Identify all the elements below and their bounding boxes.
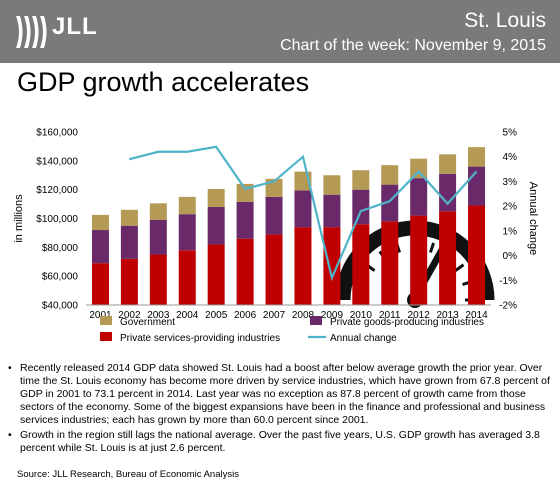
y-right-tick-label: 2% bbox=[503, 202, 518, 213]
y-tick-label: $140,000 bbox=[36, 156, 78, 167]
x-tick-label: 2006 bbox=[234, 310, 257, 321]
bar-segment bbox=[91, 230, 109, 264]
bar-segment bbox=[149, 219, 167, 255]
bar-segment bbox=[410, 215, 428, 305]
bar-segment bbox=[381, 221, 399, 305]
gdp-chart: $40,000 $60,000 $80,000 $100,000 $120,000 $14… bbox=[13, 128, 539, 345]
y-axis-label: in millions bbox=[13, 194, 25, 243]
bar-segment bbox=[207, 244, 225, 305]
y-tick-label: $80,000 bbox=[42, 243, 79, 254]
x-tick-label: 2005 bbox=[205, 310, 228, 321]
bar-segment bbox=[294, 227, 312, 305]
x-tick-label: 2013 bbox=[436, 310, 459, 321]
x-tick-label: 2001 bbox=[89, 310, 112, 321]
bar-segment bbox=[352, 224, 370, 305]
bar-segment bbox=[91, 263, 109, 305]
bar-segment bbox=[439, 211, 457, 305]
bar-segment bbox=[410, 158, 428, 179]
y-tick-label: $160,000 bbox=[36, 128, 78, 139]
x-tick-label: 2014 bbox=[465, 310, 488, 321]
y-tick-label: $100,000 bbox=[36, 214, 78, 225]
x-tick-label: 2008 bbox=[292, 310, 315, 321]
legend-label: Government bbox=[120, 317, 175, 328]
bar-segment bbox=[265, 196, 283, 235]
bar-segment bbox=[120, 258, 138, 305]
x-tick-label: 2004 bbox=[176, 310, 199, 321]
y-tick-label: $60,000 bbox=[42, 272, 79, 283]
legend-swatch bbox=[100, 316, 112, 325]
gauge-tick bbox=[429, 242, 435, 253]
bar-segment bbox=[323, 175, 341, 195]
y-tick-label: $40,000 bbox=[42, 301, 79, 312]
legend-label: Private services-providing industries bbox=[120, 333, 280, 344]
x-tick-label: 2003 bbox=[147, 310, 170, 321]
city-title: St. Louis bbox=[464, 9, 546, 32]
x-tick-label: 2007 bbox=[263, 310, 286, 321]
bar-segment bbox=[236, 201, 254, 239]
commentary-bullet: Growth in the region still lags the nati… bbox=[7, 429, 552, 455]
x-tick-label: 2002 bbox=[118, 310, 141, 321]
bar-segment bbox=[323, 194, 341, 228]
bar-segment bbox=[120, 209, 138, 226]
y-right-tick-label: 0% bbox=[503, 251, 518, 262]
annual-change-line bbox=[129, 145, 478, 282]
y-right-tick-label: -2% bbox=[499, 301, 517, 312]
bar-segment bbox=[91, 214, 109, 231]
bar-segment bbox=[149, 203, 167, 220]
y-right-tick-label: 3% bbox=[503, 177, 518, 188]
y-right-tick-label: 1% bbox=[503, 226, 518, 237]
bar-segment bbox=[178, 214, 196, 251]
chart-of-week-subtitle: Chart of the week: November 9, 2015 bbox=[280, 37, 546, 54]
x-tick-label: 2010 bbox=[350, 310, 373, 321]
bar-segment bbox=[468, 147, 486, 167]
legend-label: Private goods-producing industries bbox=[330, 317, 484, 328]
legend-swatch bbox=[100, 332, 112, 341]
y-tick-label: $120,000 bbox=[36, 185, 78, 196]
bar-segment bbox=[178, 196, 196, 215]
bar-segment bbox=[381, 165, 399, 185]
bar-segment bbox=[381, 184, 399, 222]
commentary-bullet: Recently released 2014 GDP data showed S… bbox=[7, 362, 552, 427]
x-tick-label: 2009 bbox=[321, 310, 344, 321]
y-right-tick-label: 5% bbox=[503, 128, 518, 139]
bar-segment bbox=[352, 170, 370, 190]
bar-segment bbox=[439, 154, 457, 174]
y-right-axis-label: Annual change bbox=[527, 182, 539, 255]
bar-segment bbox=[410, 178, 428, 216]
gauge-tick bbox=[454, 263, 465, 272]
bar-segment bbox=[468, 205, 486, 305]
bar-segment bbox=[178, 250, 196, 305]
jll-logo-icon bbox=[16, 16, 47, 48]
bar-segment bbox=[439, 173, 457, 212]
header-banner: JLL St. Louis Chart of the week: Novembe… bbox=[0, 0, 560, 63]
bar-segment bbox=[352, 189, 370, 225]
x-tick-label: 2012 bbox=[408, 310, 431, 321]
bar-segment bbox=[207, 188, 225, 207]
bar-segment bbox=[207, 206, 225, 245]
commentary-list: Recently released 2014 GDP data showed S… bbox=[7, 362, 552, 457]
bar-segment bbox=[149, 254, 167, 305]
bar-segment bbox=[294, 190, 312, 228]
page-title: GDP growth accelerates bbox=[17, 67, 310, 97]
brand-name: JLL bbox=[52, 13, 98, 40]
x-tick-label: 2011 bbox=[379, 310, 401, 321]
legend-label: Annual change bbox=[330, 333, 397, 344]
bar-segment bbox=[236, 238, 254, 305]
bar-segment bbox=[120, 225, 138, 259]
y-right-tick-label: 4% bbox=[503, 152, 518, 163]
source-note: Source: JLL Research, Bureau of Economic… bbox=[17, 469, 239, 480]
bar-segment bbox=[323, 227, 341, 305]
legend-swatch bbox=[310, 316, 322, 325]
bar-segment bbox=[265, 234, 283, 305]
y-right-tick-label: -1% bbox=[499, 276, 517, 287]
